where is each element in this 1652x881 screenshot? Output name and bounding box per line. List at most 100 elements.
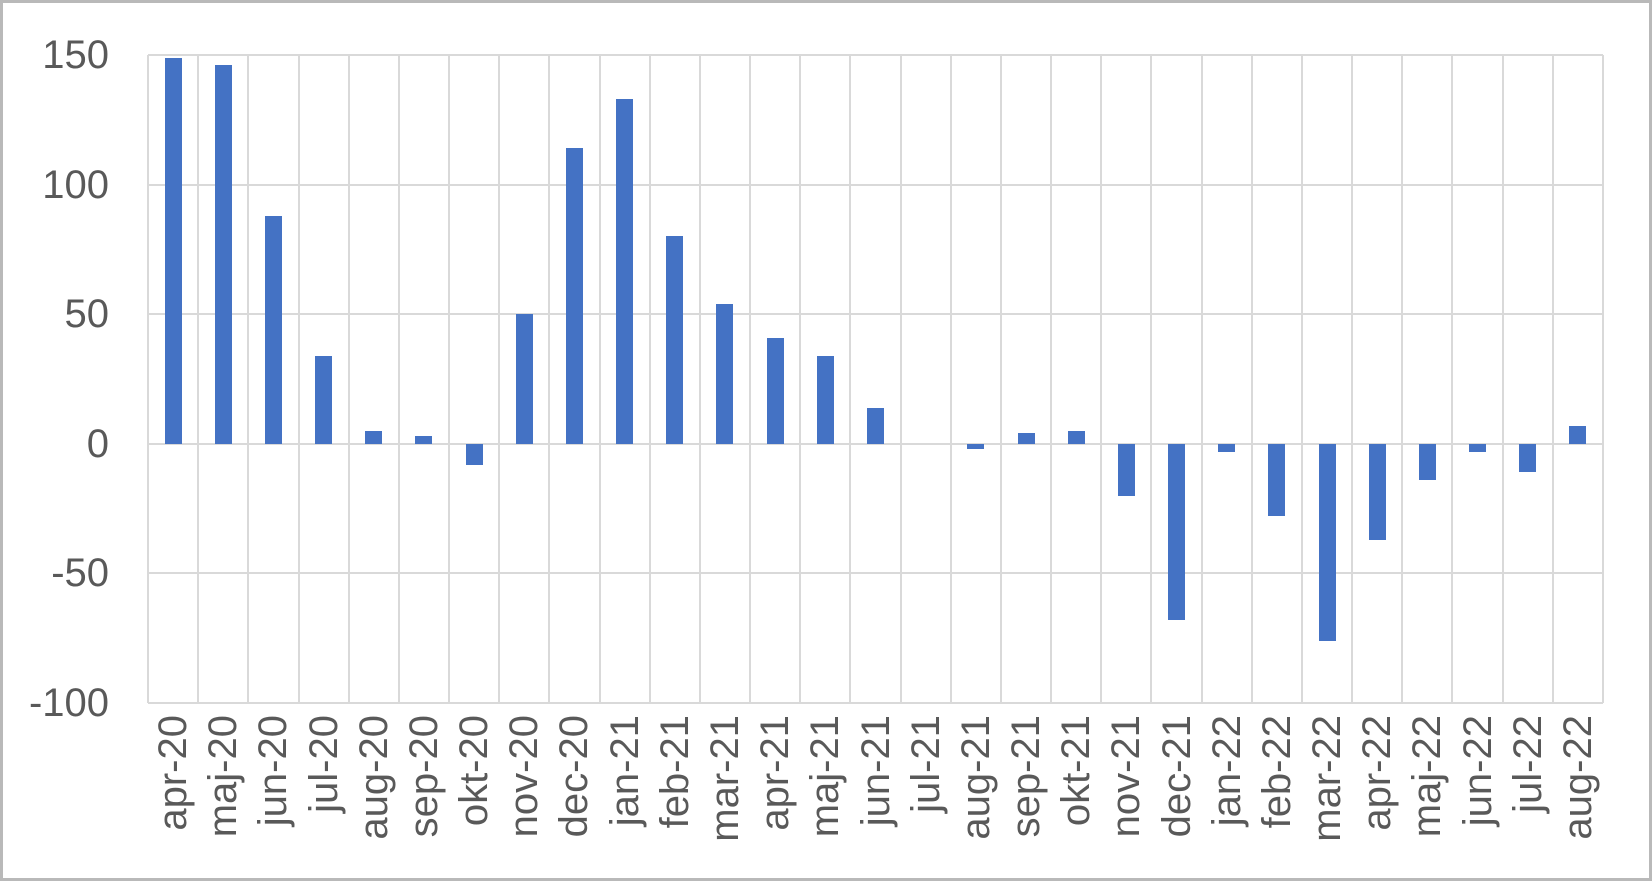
gridline-vertical (197, 55, 200, 703)
bar-mar-22 (1318, 443, 1336, 641)
x-axis-tick-label: okt-21 (1054, 715, 1099, 827)
gridline-horizontal (148, 54, 1603, 56)
x-axis-tick-label: aug-21 (953, 715, 998, 840)
bar-sep-20 (415, 436, 433, 444)
x-axis-tick-label: maj-20 (201, 715, 246, 838)
x-axis-tick-label: jun-20 (251, 715, 296, 827)
gridline-vertical (498, 55, 501, 703)
bar-apr-20 (164, 57, 182, 444)
gridline-vertical (1300, 55, 1303, 703)
gridline-vertical (648, 55, 651, 703)
y-axis-tick-label: -50 (51, 551, 109, 596)
bar-jun-20 (264, 215, 282, 444)
x-axis-tick-label: aug-22 (1555, 715, 1600, 840)
bar-jul-22 (1519, 443, 1537, 473)
bar-aug-22 (1569, 425, 1587, 444)
x-axis-tick-label: nov-20 (502, 715, 547, 838)
x-axis-tick-label: jun-22 (1455, 715, 1500, 827)
plot-area: 150 100 50 0 -50 -100 apr-20 maj-20 jun-20 jul-20… (3, 3, 1649, 878)
x-axis-tick-label: feb-21 (652, 715, 697, 829)
bar-dec-21 (1168, 443, 1186, 621)
gridline-vertical (147, 55, 149, 703)
gridline-vertical (949, 55, 952, 703)
bar-maj-21 (816, 355, 834, 444)
gridline-vertical (1602, 55, 1604, 703)
bar-okt-20 (465, 443, 483, 465)
gridline-vertical (1100, 55, 1103, 703)
gridline-vertical (799, 55, 802, 703)
x-axis-tick-label: nov-21 (1104, 715, 1149, 838)
gridline-horizontal (148, 183, 1603, 186)
x-axis-tick-label: jul-22 (1505, 715, 1550, 813)
x-axis-tick-label: apr-22 (1355, 715, 1400, 831)
bar-jun-22 (1469, 443, 1487, 452)
x-axis-tick-label: mar-21 (702, 715, 747, 842)
gridline-vertical (698, 55, 701, 703)
x-axis-tick-label: jan-21 (602, 715, 647, 827)
bar-apr-21 (766, 337, 784, 444)
bar-nov-20 (515, 314, 533, 444)
bar-sep-21 (1017, 433, 1035, 444)
gridline-vertical (397, 55, 400, 703)
x-axis-tick-label: maj-22 (1405, 715, 1450, 838)
bar-aug-20 (365, 430, 383, 444)
gridline-vertical (849, 55, 852, 703)
x-axis-tick-label: jul-21 (903, 715, 948, 813)
x-axis-tick-label: sep-20 (401, 715, 446, 838)
y-axis-tick-label: 50 (64, 292, 110, 337)
bar-feb-22 (1268, 443, 1286, 517)
x-axis-tick-label: jan-22 (1204, 715, 1249, 827)
x-axis-tick-label: mar-22 (1305, 715, 1350, 842)
gridline-vertical (999, 55, 1002, 703)
x-axis-tick-label: maj-21 (803, 715, 848, 838)
gridline-vertical (899, 55, 902, 703)
gridline-vertical (247, 55, 250, 703)
bar-maj-20 (214, 65, 232, 444)
bar-jan-22 (1218, 443, 1236, 452)
bar-aug-21 (967, 443, 985, 449)
gridline-vertical (548, 55, 551, 703)
y-axis-tick-label: 100 (42, 162, 109, 207)
gridline-vertical (1451, 55, 1454, 703)
x-axis-tick-label: apr-21 (753, 715, 798, 831)
bar-nov-21 (1117, 443, 1135, 496)
x-axis-tick-label: apr-20 (151, 715, 196, 831)
gridline-vertical (297, 55, 300, 703)
gridline-vertical (448, 55, 451, 703)
gridline-vertical (1551, 55, 1554, 703)
gridline-vertical (1351, 55, 1354, 703)
bar-okt-21 (1067, 430, 1085, 444)
gridline-horizontal (148, 702, 1603, 704)
bar-mar-21 (716, 303, 734, 444)
gridline-vertical (347, 55, 350, 703)
gridline-vertical (1501, 55, 1504, 703)
gridline-vertical (1200, 55, 1203, 703)
gridline-horizontal (148, 442, 1603, 445)
x-axis-tick-label: jun-21 (853, 715, 898, 827)
bar-feb-21 (666, 236, 684, 444)
x-axis-tick-label: feb-22 (1254, 715, 1299, 829)
y-axis-tick-label: -100 (28, 681, 109, 725)
bar-jun-21 (867, 407, 884, 444)
gridline-vertical (749, 55, 752, 703)
y-axis-tick-label: 0 (86, 421, 109, 466)
y-axis-tick-label: 150 (42, 33, 109, 77)
bar-jan-21 (616, 99, 634, 444)
gridline-vertical (1250, 55, 1253, 703)
x-axis-tick-label: aug-20 (351, 715, 396, 840)
x-axis-tick-label: okt-20 (452, 715, 497, 827)
x-axis-tick-label: jul-20 (301, 715, 346, 813)
gridline-horizontal (148, 572, 1603, 575)
x-axis-tick-label: sep-21 (1004, 715, 1049, 838)
bar-apr-22 (1368, 443, 1386, 540)
gridline-vertical (1050, 55, 1053, 703)
gridline-vertical (1401, 55, 1404, 703)
bar-maj-22 (1418, 443, 1436, 481)
gridline-vertical (1150, 55, 1153, 703)
bar-jul-20 (315, 355, 333, 444)
gridline-vertical (598, 55, 601, 703)
gridline-horizontal (148, 313, 1603, 316)
x-axis-tick-label: dec-21 (1154, 715, 1199, 838)
bar-dec-20 (565, 148, 583, 444)
